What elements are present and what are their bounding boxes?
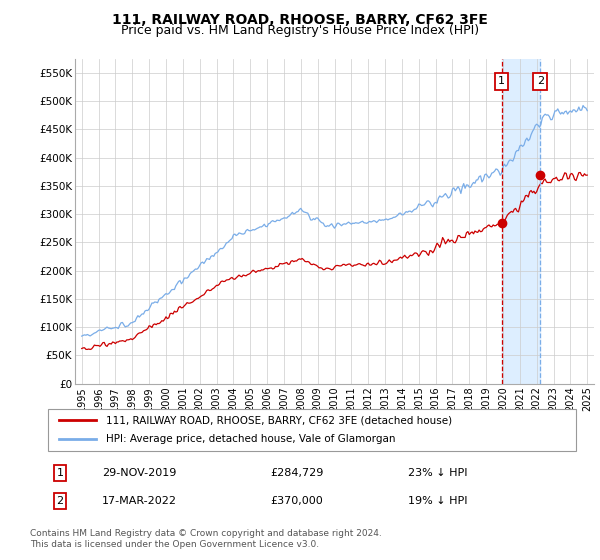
Text: 1: 1 bbox=[498, 76, 505, 86]
Text: 1: 1 bbox=[56, 468, 64, 478]
Text: HPI: Average price, detached house, Vale of Glamorgan: HPI: Average price, detached house, Vale… bbox=[106, 435, 395, 445]
Text: 29-NOV-2019: 29-NOV-2019 bbox=[102, 468, 176, 478]
Text: Contains HM Land Registry data © Crown copyright and database right 2024.
This d: Contains HM Land Registry data © Crown c… bbox=[30, 529, 382, 549]
Text: 2: 2 bbox=[56, 496, 64, 506]
Text: 111, RAILWAY ROAD, RHOOSE, BARRY, CF62 3FE: 111, RAILWAY ROAD, RHOOSE, BARRY, CF62 3… bbox=[112, 13, 488, 27]
Bar bbox=[502, 59, 540, 384]
FancyBboxPatch shape bbox=[48, 409, 576, 451]
Text: 23% ↓ HPI: 23% ↓ HPI bbox=[408, 468, 467, 478]
Text: 2: 2 bbox=[536, 76, 544, 86]
Text: 111, RAILWAY ROAD, RHOOSE, BARRY, CF62 3FE (detached house): 111, RAILWAY ROAD, RHOOSE, BARRY, CF62 3… bbox=[106, 415, 452, 425]
Text: £370,000: £370,000 bbox=[270, 496, 323, 506]
Text: 19% ↓ HPI: 19% ↓ HPI bbox=[408, 496, 467, 506]
Text: Price paid vs. HM Land Registry's House Price Index (HPI): Price paid vs. HM Land Registry's House … bbox=[121, 24, 479, 37]
Text: 17-MAR-2022: 17-MAR-2022 bbox=[102, 496, 177, 506]
Text: £284,729: £284,729 bbox=[270, 468, 323, 478]
